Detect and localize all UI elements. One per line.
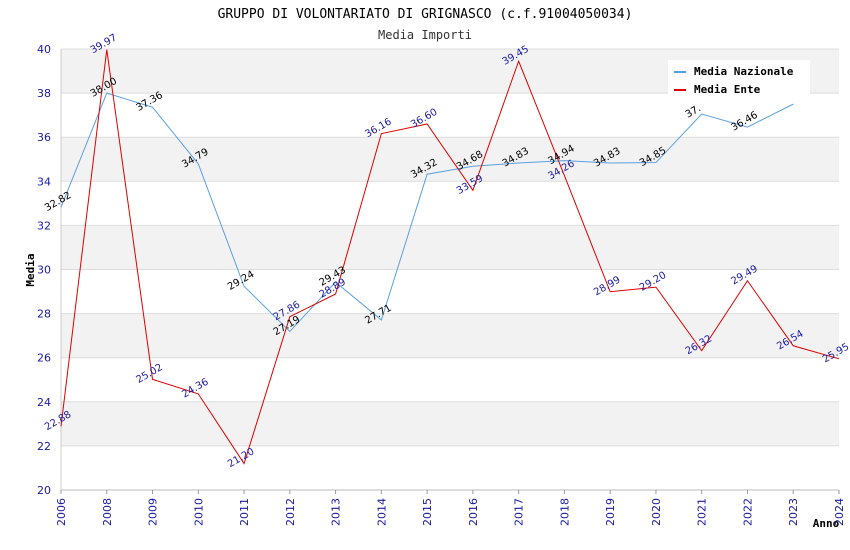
data-label: 21.20 — [226, 446, 256, 470]
data-label: 29.24 — [226, 269, 256, 293]
legend: Media Nazionale Media Ente — [668, 60, 810, 98]
y-tick-label: 22 — [37, 440, 51, 453]
x-tick-label: 2012 — [284, 498, 297, 526]
x-tick-label: 2015 — [421, 498, 434, 526]
y-tick-label: 38 — [37, 87, 51, 100]
x-tick-label: 2016 — [467, 498, 480, 526]
y-tick-label: 26 — [37, 352, 51, 365]
x-tick-label: 2010 — [192, 498, 205, 526]
plot-band — [61, 137, 839, 182]
x-tick-label: 2006 — [55, 498, 68, 526]
y-axis-ticks: 20 22 24 26 28 30 32 34 36 38 40 — [37, 43, 51, 497]
legend-box — [668, 60, 810, 98]
x-tick-label: 2009 — [147, 498, 160, 526]
x-axis-ticks: 2006 2008 2009 2010 2011 2012 2013 2014 2015 2016… — [55, 490, 846, 526]
chart-subtitle: Media Importi — [378, 28, 472, 42]
y-tick-label: 28 — [37, 308, 51, 321]
data-label: 32.82 — [43, 190, 73, 214]
x-tick-label: 2024 — [833, 498, 846, 526]
series-line-ente — [60, 49, 840, 465]
y-axis-label: Media — [24, 253, 37, 286]
x-tick-label: 2011 — [238, 498, 251, 526]
x-tick-label: 2008 — [101, 498, 114, 526]
data-label: 29.20 — [638, 270, 668, 294]
plot-band — [61, 313, 839, 358]
data-label: 36.60 — [409, 107, 439, 131]
y-tick-label: 40 — [37, 43, 51, 56]
plot-bands — [61, 49, 839, 446]
legend-label-nazionale: Media Nazionale — [694, 65, 794, 78]
x-tick-label: 2019 — [604, 498, 617, 526]
y-tick-label: 20 — [37, 484, 51, 497]
data-label: 37. — [684, 103, 703, 120]
data-label: 25.02 — [135, 362, 165, 386]
x-tick-label: 2017 — [513, 498, 526, 526]
data-label: 24.36 — [180, 377, 210, 401]
x-tick-label: 2023 — [787, 498, 800, 526]
y-tick-label: 24 — [37, 396, 51, 409]
y-tick-label: 36 — [37, 131, 51, 144]
x-axis-label: Anno — [813, 517, 840, 530]
legend-label-ente: Media Ente — [694, 83, 761, 96]
plot-band — [61, 401, 839, 446]
series-lines — [60, 49, 840, 465]
x-tick-label: 2014 — [375, 498, 388, 526]
x-tick-label: 2022 — [741, 498, 754, 526]
y-tick-label: 30 — [37, 264, 51, 277]
y-tick-label: 34 — [37, 175, 51, 188]
x-tick-label: 2013 — [330, 498, 343, 526]
data-label: 36.46 — [729, 110, 759, 134]
x-tick-label: 2021 — [696, 498, 709, 526]
data-label: 36.16 — [363, 116, 393, 140]
x-tick-label: 2018 — [558, 498, 571, 526]
series-line-nazionale — [60, 92, 794, 333]
y-tick-label: 32 — [37, 219, 51, 232]
data-label: 28.99 — [592, 275, 622, 299]
chart-title: GRUPPO DI VOLONTARIATO DI GRIGNASCO (c.f… — [218, 7, 633, 22]
plot-band — [61, 225, 839, 270]
x-tick-label: 2020 — [650, 498, 663, 526]
